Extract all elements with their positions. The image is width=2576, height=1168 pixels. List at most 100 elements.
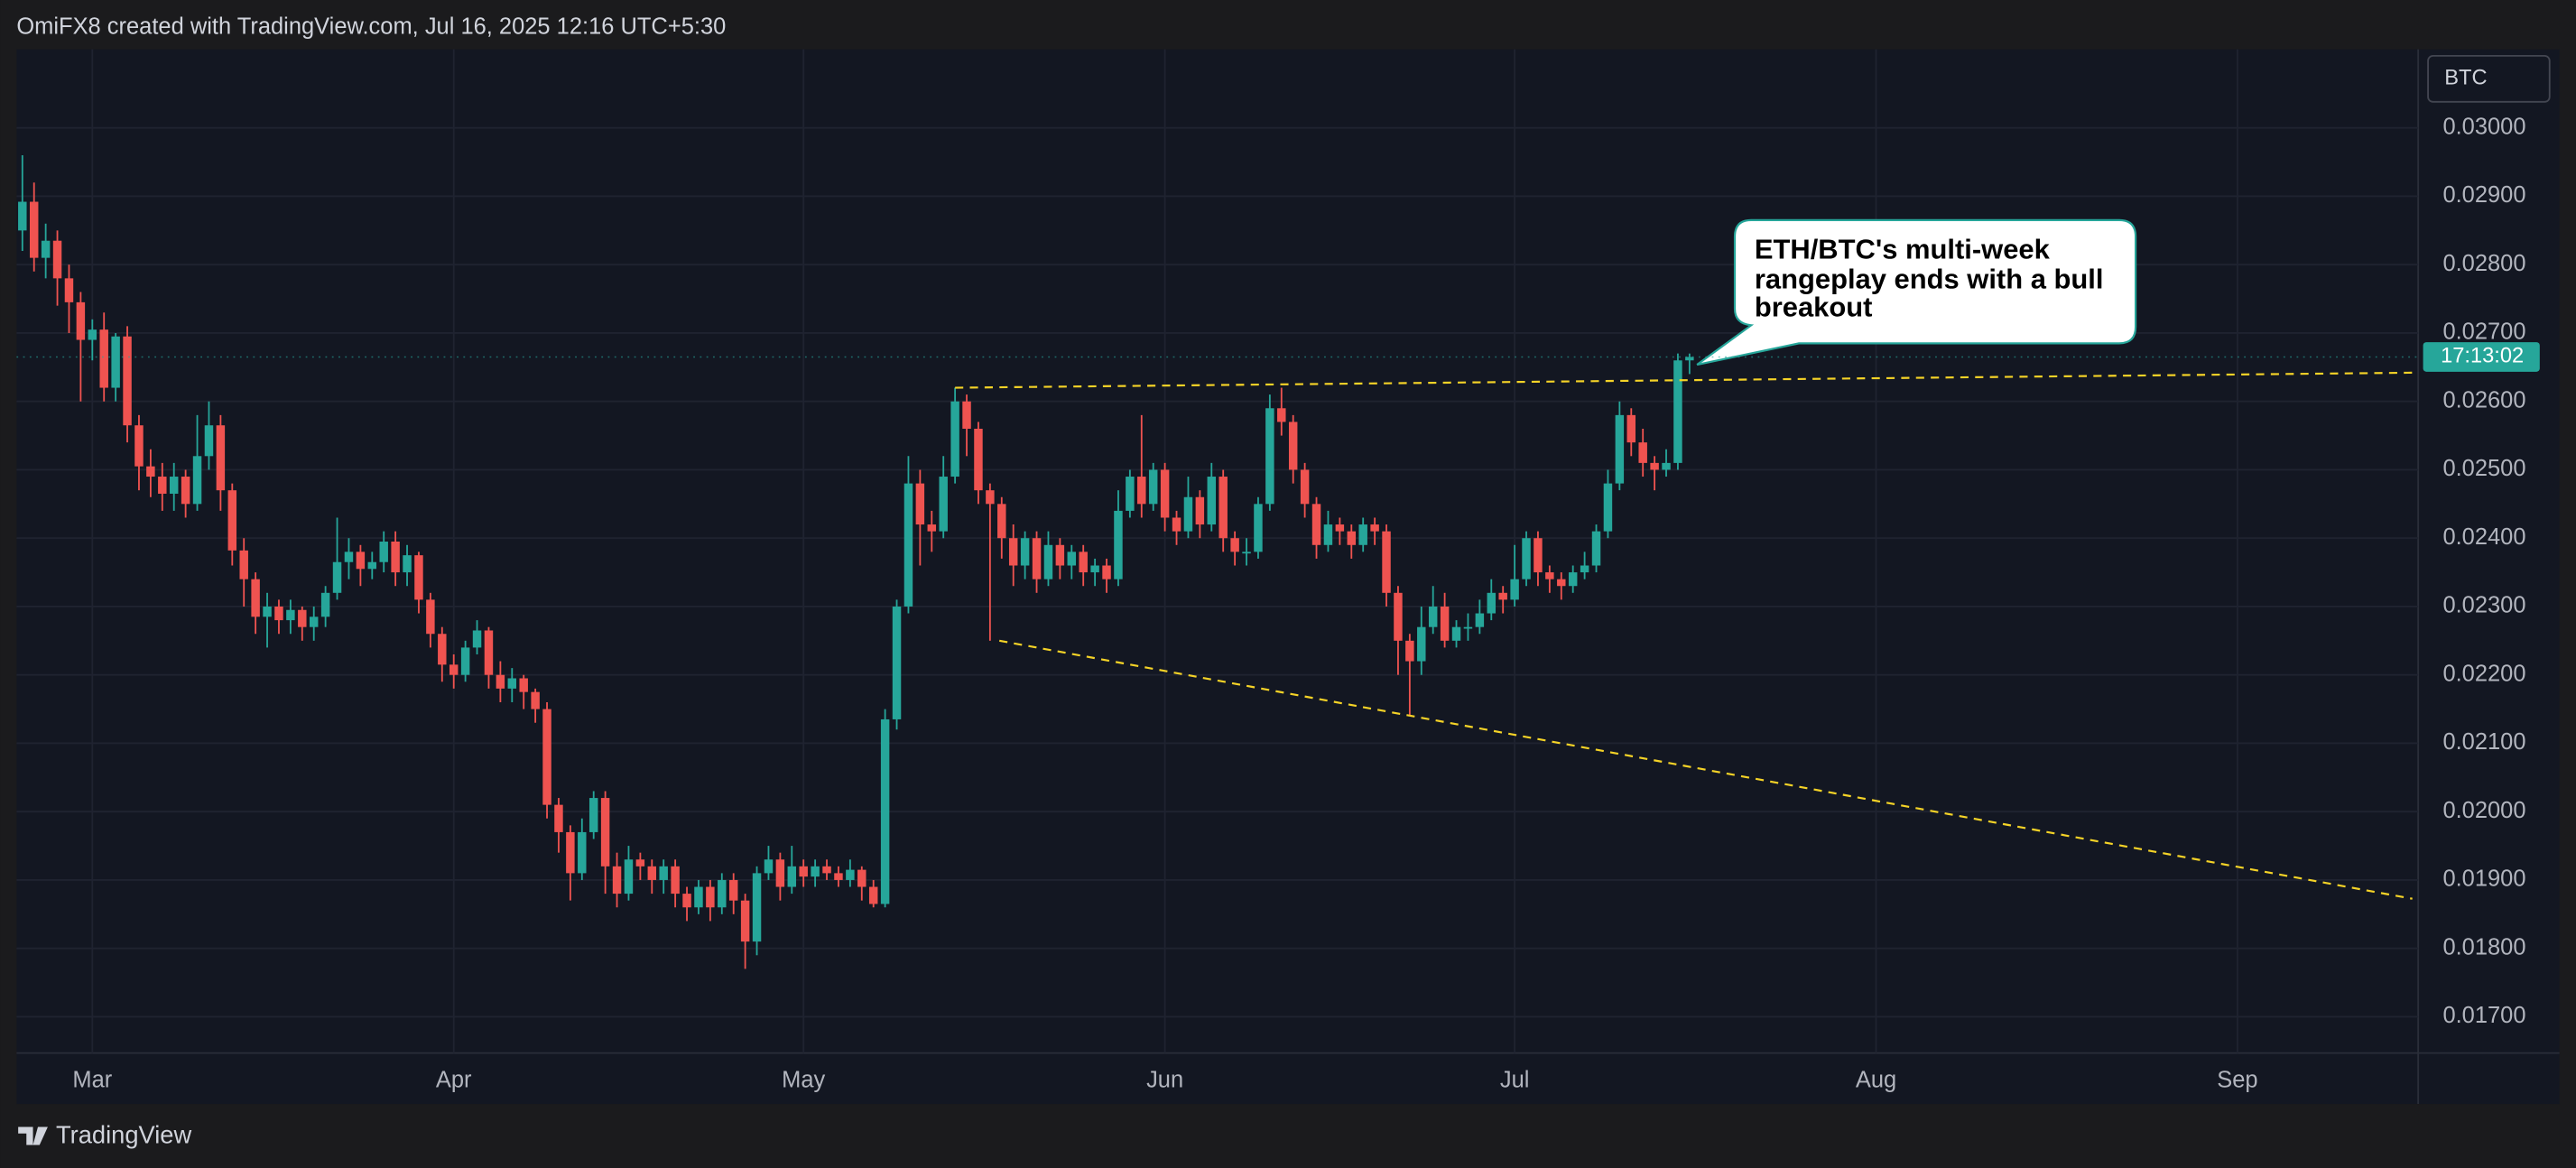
- candle-body: [1638, 442, 1647, 463]
- candle-body: [507, 678, 517, 689]
- candle-body: [1300, 469, 1310, 505]
- trendlines: [955, 371, 2413, 900]
- candle-body: [29, 201, 39, 258]
- candle-body: [834, 873, 843, 880]
- brand-logo: [18, 1126, 48, 1145]
- candle-body: [379, 541, 388, 562]
- candle-body: [239, 550, 248, 579]
- candle-body: [1615, 414, 1625, 484]
- candle-body: [181, 477, 190, 505]
- candle-body: [1114, 510, 1123, 579]
- candle-body: [460, 647, 470, 675]
- y-tick-label: 0.02300: [2442, 593, 2525, 618]
- candle-body: [822, 866, 831, 874]
- x-tick-label: May: [782, 1067, 825, 1092]
- candle-body: [671, 866, 680, 895]
- candle-body: [1557, 579, 1566, 587]
- x-tick-label: Jun: [1146, 1067, 1183, 1092]
- candle-body: [775, 859, 785, 887]
- candle-body: [76, 301, 86, 340]
- candle-body: [1288, 422, 1298, 470]
- candle-body: [974, 429, 983, 491]
- candle-body: [1568, 572, 1578, 587]
- y-tick-label: 0.01700: [2442, 1003, 2525, 1028]
- candle-body: [1358, 524, 1367, 545]
- candle-body: [1487, 592, 1496, 614]
- candle-body: [1335, 524, 1345, 532]
- y-tick-label: 0.02500: [2442, 456, 2525, 481]
- candle-body: [1207, 477, 1217, 525]
- y-tick-label: 0.02900: [2442, 182, 2525, 208]
- trendline: [955, 371, 2413, 389]
- candle-body: [880, 718, 890, 904]
- candle-body: [706, 886, 715, 908]
- last-price-box: [2423, 342, 2540, 372]
- candle-body: [939, 477, 948, 532]
- candle-body: [554, 804, 563, 832]
- candle-body: [846, 869, 855, 880]
- candle-body: [718, 879, 727, 908]
- candle-body: [1172, 517, 1181, 532]
- candle-body: [1277, 408, 1286, 422]
- candle-body: [123, 336, 132, 426]
- candle-body: [1545, 572, 1554, 579]
- y-tick-label: 0.02800: [2442, 251, 2525, 276]
- candle-body: [41, 240, 51, 258]
- candle-body: [332, 561, 342, 593]
- candle-body: [263, 606, 272, 617]
- candle-body: [903, 483, 913, 607]
- candle-body: [787, 866, 797, 887]
- candle-body: [18, 201, 27, 231]
- candle-body: [1626, 414, 1636, 443]
- candle-body: [612, 866, 622, 895]
- candle-body: [1126, 477, 1135, 511]
- candle-body: [1534, 538, 1543, 573]
- candle-body: [158, 477, 167, 494]
- candle-body: [64, 278, 74, 302]
- candle-body: [1417, 626, 1426, 662]
- candle-body: [1137, 477, 1146, 505]
- candle-body: [764, 859, 774, 874]
- candle-body: [1498, 592, 1507, 600]
- candle-body: [915, 483, 925, 525]
- candle-body: [1183, 496, 1193, 532]
- candle-body: [1032, 538, 1042, 579]
- y-tick-label: 0.01900: [2442, 867, 2525, 892]
- candle-body: [635, 859, 645, 867]
- candle-body: [1160, 469, 1170, 518]
- candle-body: [1067, 552, 1077, 566]
- candles: [18, 155, 1694, 969]
- candle-body: [1230, 538, 1239, 552]
- candle-body: [659, 866, 668, 880]
- candle-body: [88, 329, 97, 340]
- symbol-label[interactable]: BTC: [2444, 67, 2487, 90]
- candle-body: [927, 524, 937, 532]
- candle-body: [1475, 613, 1485, 627]
- x-tick-label: Apr: [436, 1067, 472, 1092]
- candle-body: [1382, 531, 1391, 593]
- x-tick-label: Jul: [1500, 1067, 1530, 1092]
- callout-text: breakout: [1755, 291, 1873, 322]
- candle-body: [1522, 538, 1531, 579]
- candle-body: [111, 336, 120, 388]
- chart-panel: [16, 49, 2560, 1105]
- candle-body: [1265, 408, 1274, 505]
- header-text: OmiFX8 created with TradingView.com, Jul…: [16, 14, 726, 40]
- candle-body: [484, 630, 494, 675]
- candle-body: [728, 879, 738, 901]
- candle-body: [472, 630, 482, 648]
- brand-name: TradingView: [56, 1121, 191, 1149]
- candle-body: [496, 674, 505, 689]
- candle-body: [216, 425, 226, 491]
- y-tick-label: 0.02400: [2442, 524, 2525, 550]
- candle-body: [286, 609, 295, 621]
- candle-body: [1043, 544, 1053, 579]
- candle-body: [298, 609, 307, 627]
- candle-body: [694, 886, 703, 908]
- symbol-box[interactable]: [2427, 54, 2551, 103]
- callout-text: rangeplay ends with a bull: [1755, 263, 2104, 294]
- candle-body: [647, 866, 657, 880]
- candle-body: [811, 866, 820, 877]
